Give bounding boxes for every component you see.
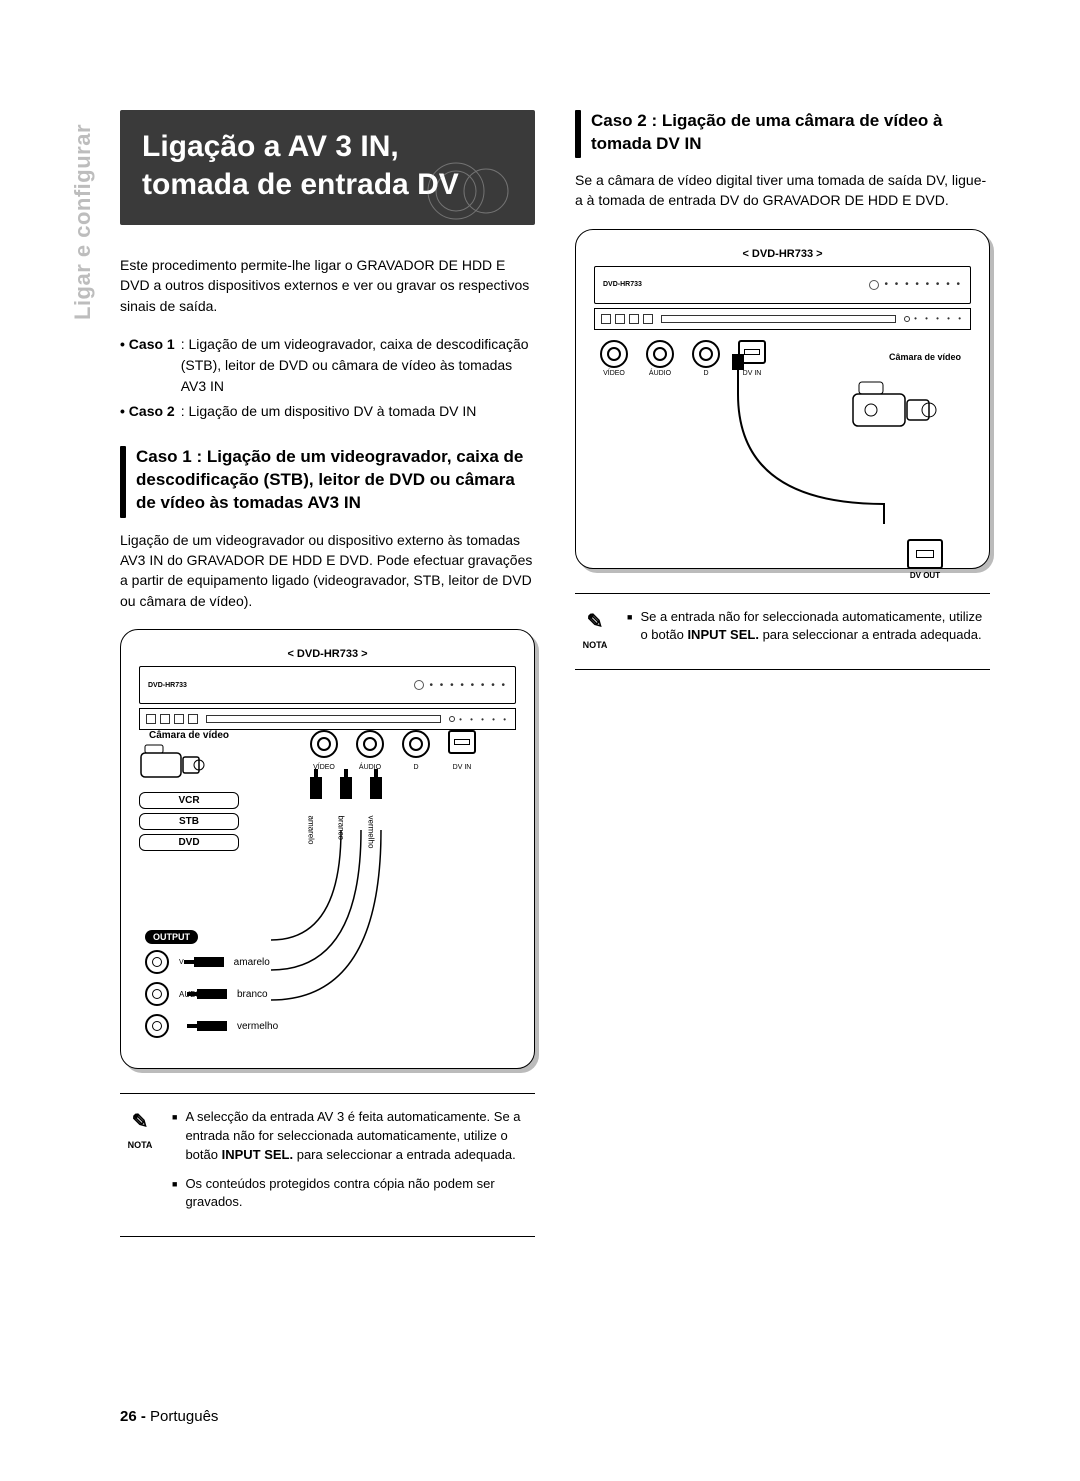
output-yellow-row: V amarelo [145,950,278,974]
note-block-right: ✎ NOTA Se a entrada não for seleccionada… [575,593,990,671]
section-2-body: Se a câmara de vídeo digital tiver uma t… [575,170,990,211]
output-red-row: vermelho [145,1014,278,1038]
output-jack-white-icon [145,982,169,1006]
note-right-1: Se a entrada não for seleccionada automa… [627,608,990,646]
page-language: Português [150,1408,218,1425]
audio-l-jack-icon [356,730,384,758]
note-label-text-2: NOTA [583,640,608,650]
source-dvd: DVD [139,834,239,851]
heading-bar-icon [120,446,126,518]
device-model-label: < DVD-HR733 > [139,648,516,660]
output-red-label: vermelho [237,1021,278,1032]
plug-red-icon [370,777,382,799]
title-line-1: Ligação a AV 3 IN, [142,130,399,163]
device-panel-icon-2: • • • • • [594,308,971,330]
output-white-row: AUDIO branco [145,982,278,1006]
page-content: Ligação a AV 3 IN, tomada de entrada DV … [0,0,1080,1297]
output-jack-red-icon [145,1014,169,1038]
output-plug-red-icon [197,1021,227,1031]
diagram-1: < DVD-HR733 > DVD-HR733 • • • • • • • • … [120,629,535,1069]
page-number-value: 26 - [120,1408,146,1425]
cable-curve-icon [261,810,421,1010]
sidebar-tab: Ligar e configurar [70,124,96,320]
audio-r-jack-icon [402,730,430,758]
title-decoration-icon [401,161,511,221]
dvd-device-icon-2: DVD-HR733 • • • • • • • • [594,266,971,304]
audio-tiny-label: AUDIO [179,990,187,999]
av-input-block: VÍDEO ÁUDIO D DV IN amarelo branco [310,730,510,810]
case-1-label: • Caso 1 [120,334,175,397]
output-header: OUTPUT [145,930,198,944]
dv-cable-icon [724,354,924,534]
output-plug-white-icon [197,989,227,999]
output-block: OUTPUT V amarelo AUDIO branco [145,927,278,1046]
case-2-text: : Ligação de um dispositivo DV à tomada … [181,401,477,422]
case-2-label: • Caso 2 [120,401,175,422]
note-left-1: A selecção da entrada AV 3 é feita autom… [172,1108,535,1165]
case-1-row: • Caso 1 : Ligação de um videogravador, … [120,334,535,397]
jack-audio-r-label: D [402,764,430,771]
note-label-text: NOTA [128,1140,153,1150]
note-list-left: A selecção da entrada AV 3 é feita autom… [172,1108,535,1222]
video-jack-icon [310,730,338,758]
note-pen-icon-2: ✎ [575,608,615,637]
diagram-2: < DVD-HR733 > DVD-HR733 • • • • • • • • … [575,229,990,569]
device-model-label-2: < DVD-HR733 > [594,248,971,260]
plug-yellow-icon [310,777,322,799]
source-vcr: VCR [139,792,239,809]
note-pen-icon: ✎ [120,1108,160,1137]
device-panel-icon: • • • • • [139,708,516,730]
note-left-2: Os conteúdos protegidos contra cópia não… [172,1175,535,1213]
section-2-heading: Caso 2 : Ligação de uma câmara de vídeo … [575,110,990,158]
note-label-left: ✎ NOTA [120,1108,160,1222]
page-title-box: Ligação a AV 3 IN, tomada de entrada DV [120,110,535,225]
section-1-heading: Caso 1 : Ligação de um videogravador, ca… [120,446,535,518]
section-1-body: Ligação de um videogravador ou dispositi… [120,530,535,611]
camera-label: Câmara de vídeo [139,730,239,741]
dvd-device-icon: DVD-HR733 • • • • • • • • [139,666,516,704]
source-stb: STB [139,813,239,830]
plug-white-icon [340,777,352,799]
jack-audio-label: ÁUDIO [356,764,384,771]
case-1-text: : Ligação de um videogravador, caixa de … [181,334,535,397]
section-2-title: Caso 2 : Ligação de uma câmara de vídeo … [591,110,990,156]
output-plug-yellow-icon [194,957,224,967]
dv-out-block: DV OUT [907,539,943,580]
case-2-row: • Caso 2 : Ligação de um dispositivo DV … [120,401,535,422]
note-block-left: ✎ NOTA A selecção da entrada AV 3 é feit… [120,1093,535,1237]
d2-connection-area: Câmara de vídeo DV OUT [594,360,971,590]
case-list: • Caso 1 : Ligação de um videogravador, … [120,334,535,422]
note-list-right: Se a entrada não for seleccionada automa… [627,608,990,656]
jack-dvin-label: DV IN [448,764,476,771]
intro-text: Este procedimento permite-lhe ligar o GR… [120,255,535,316]
dv-out-label: DV OUT [907,571,943,580]
source-stack: Câmara de vídeo VCR STB DVD [139,730,239,855]
section-1-title: Caso 1 : Ligação de um videogravador, ca… [136,446,535,515]
camcorder-icon [139,743,209,783]
output-jack-yellow-icon [145,950,169,974]
heading-bar-icon-2 [575,110,581,158]
dv-out-jack-icon [907,539,943,569]
right-column: Caso 2 : Ligação de uma câmara de vídeo … [575,110,990,1237]
left-column: Ligação a AV 3 IN, tomada de entrada DV … [120,110,535,1237]
note-label-right: ✎ NOTA [575,608,615,656]
page-number: 26 - Português [120,1408,218,1425]
dvin-jack-icon [448,730,476,754]
